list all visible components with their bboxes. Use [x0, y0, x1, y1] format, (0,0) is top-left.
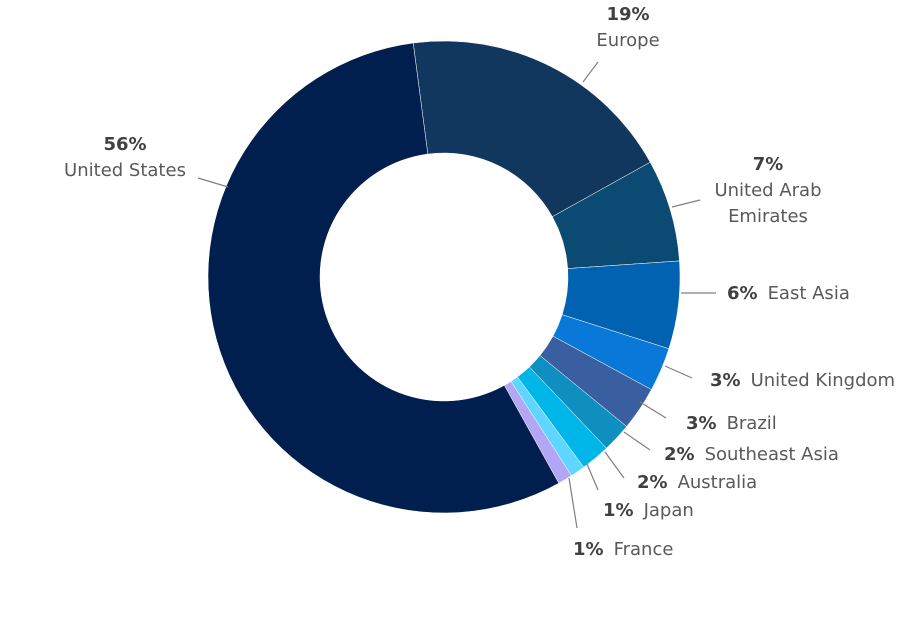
leader-line: [568, 477, 578, 529]
value-label: 3%: [710, 370, 741, 391]
leader-line: [604, 451, 625, 479]
leader-line: [639, 401, 667, 419]
data-label: 1% Japan: [603, 498, 694, 524]
donut-segment: [412, 40, 651, 218]
leader-line: [623, 431, 651, 451]
category-label: Southeast Asia: [704, 444, 839, 465]
data-label: 3% Brazil: [686, 411, 777, 437]
value-label: 3%: [686, 413, 717, 434]
category-label: France: [613, 539, 674, 560]
value-label: 19%: [606, 4, 650, 25]
leader-line: [582, 61, 599, 83]
value-label: 2%: [664, 444, 695, 465]
value-label: 1%: [603, 500, 634, 521]
leader-line: [664, 365, 693, 379]
value-label: 1%: [573, 539, 604, 560]
category-label: United States: [64, 160, 186, 181]
data-label: 2% Australia: [637, 470, 757, 496]
leader-line: [586, 463, 599, 491]
data-label: 3% United Kingdom: [710, 368, 895, 394]
leader-line: [671, 199, 701, 208]
data-label: 2% Southeast Asia: [664, 442, 839, 468]
value-label: 6%: [727, 283, 758, 304]
category-label: Europe: [596, 30, 660, 51]
value-label: 7%: [752, 154, 784, 175]
leader-line: [197, 177, 229, 188]
data-label: 19% Europe: [596, 2, 659, 54]
category-label: United Kingdom: [750, 370, 896, 391]
data-label: 1% France: [573, 537, 673, 563]
donut-segment: [207, 42, 560, 514]
data-label: 7% United Arab Emirates: [698, 152, 838, 230]
value-label: 2%: [637, 472, 668, 493]
category-label: Australia: [677, 472, 758, 493]
data-label: 56% United States: [64, 132, 186, 184]
category-label: Japan: [643, 500, 694, 521]
value-label: 56%: [103, 134, 147, 155]
category-label: Brazil: [726, 413, 777, 434]
category-label: East Asia: [767, 283, 850, 304]
data-label: 6% East Asia: [727, 281, 850, 307]
category-label: United Arab Emirates: [714, 180, 822, 227]
